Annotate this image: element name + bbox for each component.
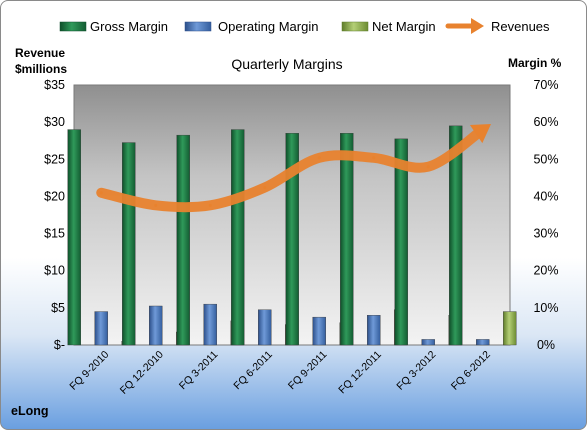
left-tick-label: $20 <box>44 189 65 203</box>
category-label: FQ 6-2011 <box>231 349 275 393</box>
bar-operating-margin <box>476 339 490 346</box>
bars <box>67 125 517 346</box>
bar-operating-margin <box>203 303 217 346</box>
right-axis-title: Margin % <box>508 56 562 70</box>
bar-operating-margin <box>421 339 435 346</box>
category-label: FQ 12-2011 <box>336 349 384 397</box>
bar-operating-margin <box>312 316 326 346</box>
chart-title: Quarterly Margins <box>231 56 342 72</box>
right-tick-label: 60% <box>533 115 558 129</box>
category-labels: FQ 9-2010 FQ 12-2010 FQ 3-2011 FQ 6-2011 FQ … <box>67 349 493 397</box>
revenue-point <box>208 203 212 207</box>
bar-gross-margin <box>394 138 408 346</box>
left-tick-label: $25 <box>44 152 65 166</box>
legend-label-operating-margin: Operating Margin <box>218 19 318 34</box>
right-tick-label: 0% <box>537 338 555 352</box>
right-tick-label: 10% <box>533 301 558 315</box>
bar-gross-margin <box>67 129 81 346</box>
category-label: FQ 3-2012 <box>394 349 438 393</box>
category-label: FQ 9-2011 <box>286 349 330 393</box>
axis-ticks: $- $5 $10 $15 $20 $25 $30 $35 0% 10% 20% 30% 40% 50% 6… <box>44 78 558 352</box>
left-axis-title-line1: Revenue <box>15 46 65 60</box>
right-tick-label: 70% <box>533 78 558 92</box>
revenue-point <box>426 165 430 169</box>
left-axis-title-line2: $millions <box>15 62 67 76</box>
left-tick-label: $10 <box>44 264 65 278</box>
bar-gross-margin <box>231 129 245 346</box>
right-tick-label: 50% <box>533 152 558 166</box>
category-label: FQ 12-2010 <box>118 349 166 397</box>
legend-label-net-margin: Net Margin <box>372 19 436 34</box>
legend-swatch-revenues <box>445 18 484 34</box>
legend-swatch-gross-margin <box>59 21 87 32</box>
left-tick-label: $30 <box>44 115 65 129</box>
legend: Gross Margin Operating Margin Net Margin… <box>59 18 550 34</box>
bar-net-margin <box>503 311 517 346</box>
revenue-point <box>263 186 267 190</box>
bar-operating-margin <box>258 309 272 346</box>
bar-gross-margin <box>122 142 136 346</box>
legend-label-revenues: Revenues <box>491 19 550 34</box>
legend-swatch-operating-margin <box>184 21 212 32</box>
revenue-point <box>154 203 158 207</box>
revenue-line <box>96 123 492 213</box>
category-label: FQ 9-2010 <box>67 349 111 393</box>
left-tick-label: $- <box>54 338 65 352</box>
bar-gross-margin <box>285 133 299 346</box>
right-tick-label: 20% <box>533 264 558 278</box>
bar-operating-margin <box>367 315 381 346</box>
right-tick-label: 30% <box>533 227 558 241</box>
left-tick-label: $15 <box>44 227 65 241</box>
left-tick-label: $35 <box>44 78 65 92</box>
revenue-point <box>317 156 321 160</box>
bar-gross-margin <box>176 134 190 346</box>
category-label: FQ 3-2011 <box>177 349 221 393</box>
legend-swatch-net-margin <box>341 21 369 32</box>
bar-gross-margin <box>449 125 463 346</box>
revenue-point <box>99 191 103 195</box>
bar-operating-margin <box>94 311 108 346</box>
bar-gross-margin <box>340 133 354 346</box>
category-label: FQ 6-2012 <box>449 349 493 393</box>
legend-label-gross-margin: Gross Margin <box>90 19 168 34</box>
bar-operating-margin <box>149 305 163 346</box>
right-tick-label: 40% <box>533 189 558 203</box>
revenue-point <box>372 156 376 160</box>
revenue-arrow-head <box>469 123 492 144</box>
source-label: eLong <box>11 404 49 418</box>
left-tick-label: $5 <box>51 301 65 315</box>
